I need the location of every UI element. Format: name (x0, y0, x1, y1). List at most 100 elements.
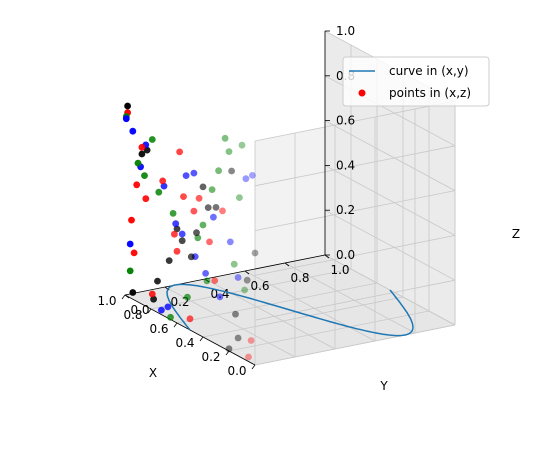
scatter-point (159, 177, 167, 185)
scatter-point (187, 253, 195, 261)
scatter-point (122, 115, 130, 123)
scatter-point (142, 195, 150, 203)
x-tick-label: 1.0 (97, 294, 116, 308)
grid-line-z-side (254, 145, 456, 187)
scatter-point (245, 353, 252, 361)
grid-line-x-floor (202, 296, 404, 338)
scatter-point (165, 257, 173, 264)
scatter-point (148, 290, 156, 298)
z-tick-label: 1.0 (336, 24, 355, 38)
scatter-point (226, 238, 234, 246)
tick-mark (121, 294, 126, 300)
scatter-point (141, 172, 148, 180)
tick-mark (199, 336, 204, 342)
scatter-point (199, 221, 207, 229)
scatter-point (211, 277, 219, 284)
x-tick-label: 0.0 (227, 364, 246, 378)
grid-line-z-side (254, 324, 456, 366)
scatter-point (148, 136, 156, 143)
tick-mark (147, 308, 152, 314)
scatter-point (241, 286, 249, 294)
x-tick-label: 0.8 (123, 308, 142, 322)
scatter-point (126, 240, 134, 248)
tick-marks (121, 30, 330, 370)
scatter-point (203, 277, 211, 285)
x-tick-labels: 0.0 0.2 0.4 0.6 0.8 1.0 (97, 294, 246, 378)
scatter-point (206, 238, 213, 246)
scatter-point (194, 234, 202, 242)
grid-line-z-side (254, 279, 456, 321)
scatter-point (228, 167, 236, 175)
scatter-point (133, 181, 141, 189)
scatter-point (173, 225, 181, 233)
scatter-point (130, 249, 138, 257)
scatter-point (155, 188, 163, 196)
y-axis-label: Y (379, 379, 388, 393)
legend-marker-swatch (358, 89, 366, 97)
scatter-point (184, 293, 191, 301)
scatter-point (204, 204, 212, 212)
scatter-point (234, 274, 242, 281)
grid-line-z-side (254, 100, 456, 142)
scatter-point (221, 134, 229, 142)
grid-line-x-floor (150, 268, 352, 310)
grid-line-z-back (324, 165, 456, 236)
scatter-point (247, 337, 255, 344)
scatter-point (129, 127, 137, 135)
tick-mark (284, 262, 290, 267)
scatter-point (160, 182, 168, 190)
scatter-point (167, 313, 174, 321)
scatter-point (169, 210, 177, 217)
scatter-point (215, 167, 223, 175)
scatter-point (171, 230, 178, 238)
scatter-point (150, 295, 158, 303)
x-axis-label: X (149, 366, 157, 380)
grid-line-z-side (254, 235, 456, 276)
grid-line-x-floor (228, 310, 430, 352)
x-tick-label: 0.6 (149, 322, 168, 336)
scatter-point (129, 289, 137, 296)
scatter-point (173, 247, 181, 255)
scatter-point (251, 249, 259, 257)
grid-line-y-floor (284, 262, 416, 334)
grid-line-y-floor (244, 270, 376, 342)
tick-mark (251, 364, 256, 370)
grid-line-y-floor (204, 278, 336, 350)
scatter-point (212, 204, 220, 211)
scatter-point (225, 148, 233, 156)
scatter-point (202, 270, 210, 277)
scatter-point (134, 159, 142, 167)
z-tick-label: 0.2 (336, 203, 355, 217)
plot-area (122, 102, 414, 361)
scatter-point (164, 303, 172, 311)
scatter-point (172, 220, 180, 228)
z-tick-label: 0.6 (336, 114, 355, 128)
scatter-point (199, 183, 207, 191)
scatter-point (208, 186, 216, 194)
grid-line-z-back (324, 209, 456, 281)
y-tick-label: 0.8 (290, 271, 309, 285)
scatter-point (249, 172, 256, 179)
scatter-point (193, 229, 200, 237)
tick-mark (225, 350, 230, 356)
z-tick-label: 0.4 (336, 158, 355, 172)
scatter-point (230, 260, 238, 268)
scatter-point (242, 175, 250, 183)
scatter-point (154, 277, 161, 285)
scatter-point (225, 345, 233, 353)
legend-box (342, 56, 490, 107)
tick-mark (324, 254, 330, 259)
grid-line-x-floor (176, 282, 378, 324)
scatter-point (219, 207, 226, 215)
x-tick-label: 0.4 (175, 336, 194, 350)
scatter-point (186, 315, 194, 323)
scatter-point (190, 207, 198, 215)
scatter-point (234, 334, 242, 342)
tick-mark (124, 294, 130, 299)
scatter-point (138, 143, 146, 151)
y-tick-label: 0.0 (130, 303, 149, 317)
scatter-point (216, 293, 224, 301)
scatter-point (138, 150, 146, 158)
y-tick-label: 0.6 (250, 279, 269, 293)
scatter-point (128, 216, 135, 224)
